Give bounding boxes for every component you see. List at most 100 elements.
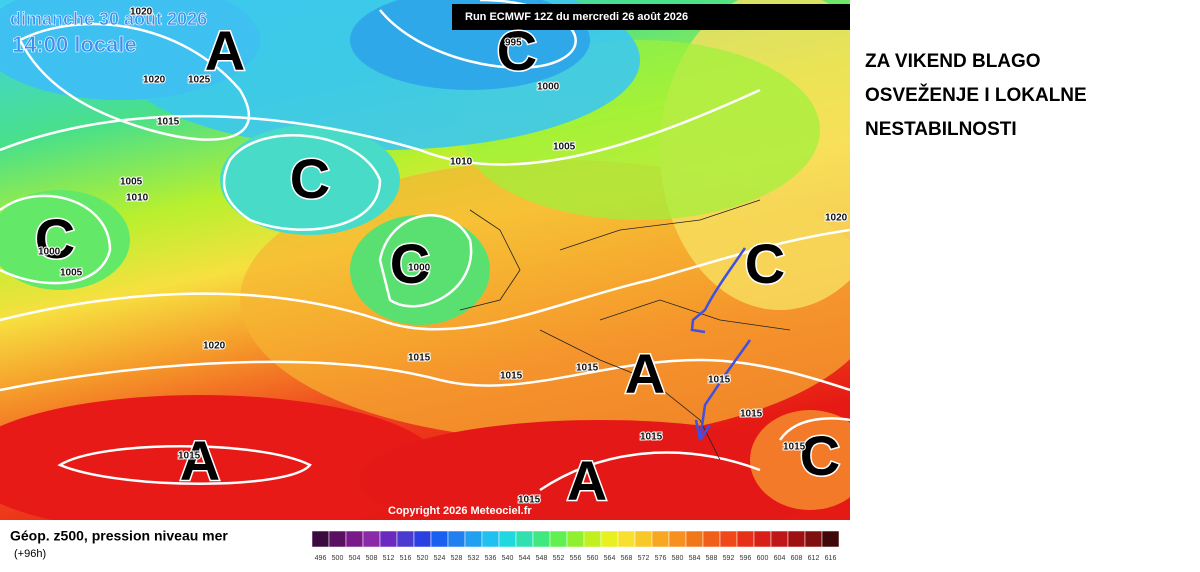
- scale-label: 608: [791, 555, 803, 562]
- color-swatch: [753, 530, 772, 548]
- pressure-system: A: [180, 429, 220, 492]
- color-swatch: [651, 530, 670, 548]
- isobar-label: 1015: [518, 495, 541, 506]
- forecast-date: dimanche 30 août 2026: [10, 9, 207, 29]
- isobar-label: 1005: [120, 177, 143, 188]
- isobar-label: 1010: [126, 193, 149, 204]
- scale-label: 552: [553, 555, 565, 562]
- isobar-label: 1025: [188, 75, 211, 86]
- isobar-label: 1015: [640, 432, 663, 443]
- color-swatch: [345, 530, 364, 548]
- isobar-label: 1020: [203, 341, 226, 352]
- color-swatch: [770, 530, 789, 548]
- scale-label: 580: [672, 555, 684, 562]
- color-swatch: [481, 530, 500, 548]
- color-swatch: [328, 530, 347, 548]
- color-swatch: [787, 530, 806, 548]
- pressure-system: C: [390, 232, 430, 295]
- scale-label: 500: [332, 555, 344, 562]
- scale-label: 536: [485, 555, 497, 562]
- scale-label: 592: [723, 555, 735, 562]
- color-swatch: [634, 530, 653, 548]
- scale-label: 604: [774, 555, 786, 562]
- weather-map: [0, 0, 850, 520]
- scale-label: 496: [315, 555, 327, 562]
- headline: ZA VIKEND BLAGO: [865, 51, 1041, 72]
- isobar-label: 1015: [740, 409, 763, 420]
- legend-title: Géop. z500, pression niveau mer: [10, 528, 228, 544]
- headline: NESTABILNOSTI: [865, 119, 1017, 140]
- color-swatch: [413, 530, 432, 548]
- isobar-label: 1005: [60, 268, 83, 279]
- scale-label: 560: [587, 555, 599, 562]
- color-swatch: [532, 530, 551, 548]
- scale-label: 588: [706, 555, 718, 562]
- isobar-label: 1005: [553, 142, 576, 153]
- isobar-label: 1015: [157, 117, 180, 128]
- color-swatch: [719, 530, 738, 548]
- color-swatch: [583, 530, 602, 548]
- copyright: Copyright 2026 Meteociel.fr: [388, 505, 532, 517]
- scale-label: 528: [451, 555, 463, 562]
- scale-label: 524: [434, 555, 446, 562]
- scale-label: 576: [655, 555, 667, 562]
- scale-label: 520: [417, 555, 429, 562]
- isobar-label: 1015: [783, 442, 806, 453]
- pressure-system: C: [35, 207, 75, 270]
- isobar-label: 1015: [500, 371, 523, 382]
- scale-label: 612: [808, 555, 820, 562]
- run-banner: [452, 4, 850, 30]
- pressure-system: A: [567, 449, 607, 512]
- color-swatch: [362, 530, 381, 548]
- scale-label: 556: [570, 555, 582, 562]
- run-info: Run ECMWF 12Z du mercredi 26 août 2026: [465, 11, 688, 23]
- isobar-label: 1000: [38, 247, 61, 258]
- color-swatch: [379, 530, 398, 548]
- color-swatch: [396, 530, 415, 548]
- pressure-system: C: [290, 147, 330, 210]
- isobar-label: 1015: [408, 353, 431, 364]
- scale-label: 600: [757, 555, 769, 562]
- color-swatch: [447, 530, 466, 548]
- color-swatch: [430, 530, 449, 548]
- scale-label: 564: [604, 555, 616, 562]
- pressure-system: A: [205, 19, 245, 82]
- color-swatch: [617, 530, 636, 548]
- color-swatch: [515, 530, 534, 548]
- color-swatch: [566, 530, 585, 548]
- color-swatch: [498, 530, 517, 548]
- color-swatch: [600, 530, 619, 548]
- lead-time: (+96h): [14, 548, 46, 560]
- color-swatch: [549, 530, 568, 548]
- isobar-label: 1020: [143, 75, 166, 86]
- pressure-system: C: [745, 232, 785, 295]
- scale-label: 504: [349, 555, 361, 562]
- scale-label: 544: [519, 555, 531, 562]
- pressure-system: C: [497, 19, 537, 82]
- isobar-label: 1000: [408, 263, 431, 274]
- isobar-label: 1020: [825, 213, 848, 224]
- scale-label: 584: [689, 555, 701, 562]
- isobar-label: 1000: [537, 82, 560, 93]
- isobar-label: 1020: [130, 7, 153, 18]
- color-swatch: [702, 530, 721, 548]
- scale-label: 548: [536, 555, 548, 562]
- color-swatch: [311, 530, 330, 548]
- color-swatch: [804, 530, 823, 548]
- scale-label: 512: [383, 555, 395, 562]
- color-swatch: [464, 530, 483, 548]
- color-swatch: [685, 530, 704, 548]
- scale-label: 596: [740, 555, 752, 562]
- isobar-label: 1015: [708, 375, 731, 386]
- headline: OSVEŽENJE I LOKALNE: [865, 84, 1087, 106]
- isobar-label: 1010: [450, 157, 473, 168]
- scale-label: 508: [366, 555, 378, 562]
- color-swatch: [821, 530, 840, 548]
- pressure-system: A: [625, 342, 665, 405]
- isobar-label: 1015: [178, 451, 201, 462]
- scale-label: 568: [621, 555, 633, 562]
- scale-label: 532: [468, 555, 480, 562]
- scale-label: 616: [825, 555, 837, 562]
- color-swatch: [736, 530, 755, 548]
